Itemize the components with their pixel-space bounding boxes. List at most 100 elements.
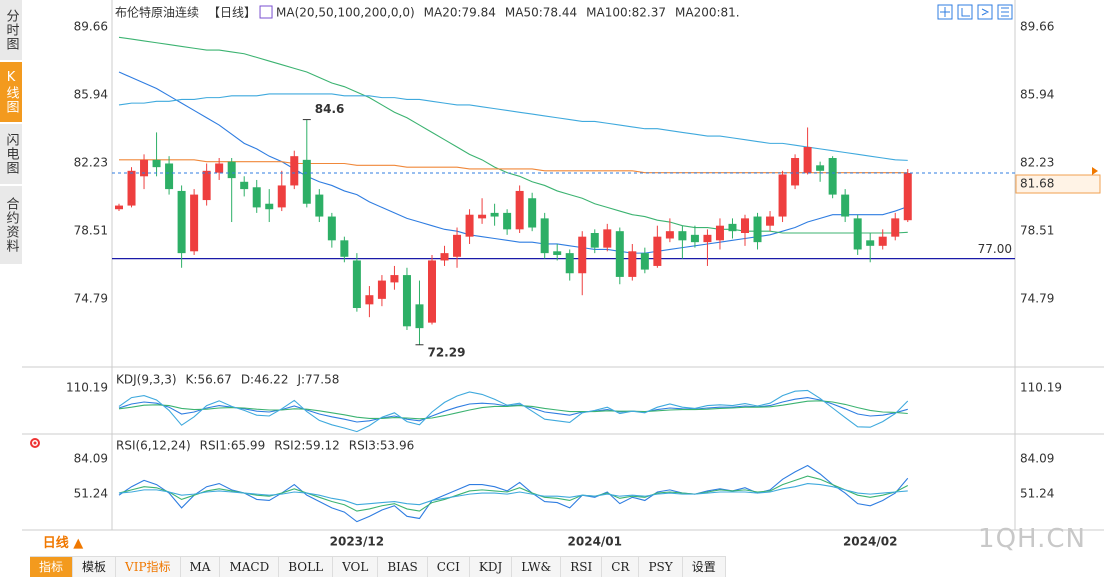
- toolbar-item[interactable]: 指标: [30, 557, 74, 577]
- y-tick-label: 74.79: [74, 292, 108, 306]
- toolbar-item[interactable]: 模板: [73, 557, 117, 577]
- candle-body: [528, 198, 537, 228]
- toolbar-item[interactable]: 设置: [683, 557, 726, 577]
- candle-body: [302, 159, 311, 204]
- legend-entry: RSI2:59.12: [274, 439, 340, 453]
- candle-body: [853, 218, 862, 250]
- candle-body: [690, 234, 699, 243]
- candle-body: [352, 260, 361, 309]
- toolbar-item[interactable]: KDJ: [470, 557, 513, 577]
- candle-body: [878, 236, 887, 246]
- candle-body: [866, 240, 875, 246]
- toolbar-item[interactable]: LW&: [512, 557, 562, 577]
- candle-body: [678, 231, 687, 241]
- indicator-toolbar: 指标 模板 VIP指标 MA MACD BOLL VOL BIAS CCI KDJ LW& RSI CR…: [30, 556, 726, 577]
- y-tick-label: 89.66: [1020, 20, 1054, 34]
- candle-body: [590, 233, 599, 248]
- candle-body: [578, 236, 587, 274]
- toolbar-item[interactable]: VOL: [333, 557, 379, 577]
- candle-body: [741, 218, 749, 234]
- candle-body: [490, 212, 499, 217]
- toolbar-item[interactable]: BOLL: [279, 557, 334, 577]
- candle-body: [340, 240, 349, 257]
- side-tabs: 分时图 K线图 闪电图 合约资料: [0, 0, 22, 266]
- x-tick-label: 2023/12: [330, 535, 384, 549]
- period-button[interactable]: 日线 ▲: [30, 534, 96, 554]
- y-tick-label: 84.09: [74, 452, 108, 466]
- toolbar-item[interactable]: PSY: [639, 557, 683, 577]
- side-tab[interactable]: 合约资料: [0, 186, 22, 264]
- candle-body: [227, 161, 236, 179]
- x-tick-label: 2024/02: [843, 535, 897, 549]
- toolbar-item[interactable]: VIP指标: [116, 557, 181, 577]
- candle-body: [252, 187, 261, 208]
- candle-body: [165, 163, 174, 190]
- candle-body: [891, 218, 900, 237]
- toolbar-item[interactable]: CR: [602, 557, 640, 577]
- candle-body: [465, 214, 474, 237]
- watermark: 1QH.CN: [978, 524, 1086, 554]
- candle-body: [478, 214, 487, 219]
- candle-body: [903, 173, 912, 221]
- candle-body: [240, 181, 249, 190]
- candle-body: [140, 159, 149, 177]
- candle-body: [628, 251, 637, 277]
- y-tick-label: 110.19: [1020, 380, 1062, 394]
- settings-icon[interactable]: [30, 438, 40, 448]
- indicator-line: [118, 482, 908, 506]
- candle-body: [503, 212, 512, 230]
- candle-body: [390, 275, 399, 283]
- low-label: 72.29: [427, 345, 465, 359]
- indicator-label: MA(20,50,100,200,0,0): [276, 6, 415, 20]
- candle-body: [377, 280, 386, 299]
- candle-body: [440, 253, 449, 261]
- candle-body: [653, 236, 662, 266]
- indicator-line: [118, 400, 908, 420]
- toolbar-item[interactable]: RSI: [561, 557, 603, 577]
- candle-body: [766, 216, 775, 226]
- candle-body: [615, 231, 624, 277]
- y-tick-label: 78.51: [74, 223, 108, 237]
- side-tab[interactable]: 闪电图: [0, 124, 22, 184]
- legend-entry: MA20:79.84: [424, 6, 496, 20]
- y-tick-label: 74.79: [1020, 292, 1054, 306]
- ma-line: [118, 93, 908, 161]
- support-label: 77.00: [978, 242, 1012, 256]
- candle-body: [565, 253, 574, 274]
- y-tick-label: 85.94: [1020, 88, 1054, 102]
- ma-icon: [259, 5, 273, 19]
- legend-entry: MA50:78.44: [505, 6, 577, 20]
- high-label: 84.6: [315, 102, 345, 116]
- candle-body: [803, 147, 812, 173]
- toolbar-item[interactable]: MA: [181, 557, 221, 577]
- candle-body: [753, 216, 762, 243]
- toolbar-item[interactable]: MACD: [220, 557, 280, 577]
- candle-body: [415, 304, 424, 329]
- candle-body: [540, 218, 549, 254]
- candle-body: [365, 295, 374, 305]
- y-tick-label: 82.23: [74, 155, 108, 169]
- legend-entry: D:46.22: [241, 373, 289, 387]
- candle-body: [715, 225, 724, 241]
- toolbar-item[interactable]: BIAS: [378, 557, 428, 577]
- toolbar-item[interactable]: CCI: [428, 557, 470, 577]
- candle-body: [127, 170, 136, 206]
- ma-line: [118, 36, 908, 234]
- candle-body: [177, 190, 186, 254]
- last-price-box: [1015, 174, 1101, 194]
- legend-entry: RSI1:65.99: [200, 439, 266, 453]
- indicator-line: [118, 464, 909, 523]
- candle-body: [728, 223, 737, 232]
- last-price-arrow: [1092, 167, 1098, 176]
- side-tab[interactable]: 分时图: [0, 0, 22, 60]
- candle-body: [791, 158, 800, 186]
- toolbar-icons[interactable]: [937, 4, 1013, 20]
- candle-body: [640, 253, 649, 270]
- candle-body: [202, 170, 211, 201]
- side-tab[interactable]: K线图: [0, 62, 22, 122]
- candle-body: [816, 165, 825, 171]
- indicator-line: [118, 397, 908, 423]
- candle-body: [841, 194, 850, 217]
- candle-body: [453, 234, 462, 257]
